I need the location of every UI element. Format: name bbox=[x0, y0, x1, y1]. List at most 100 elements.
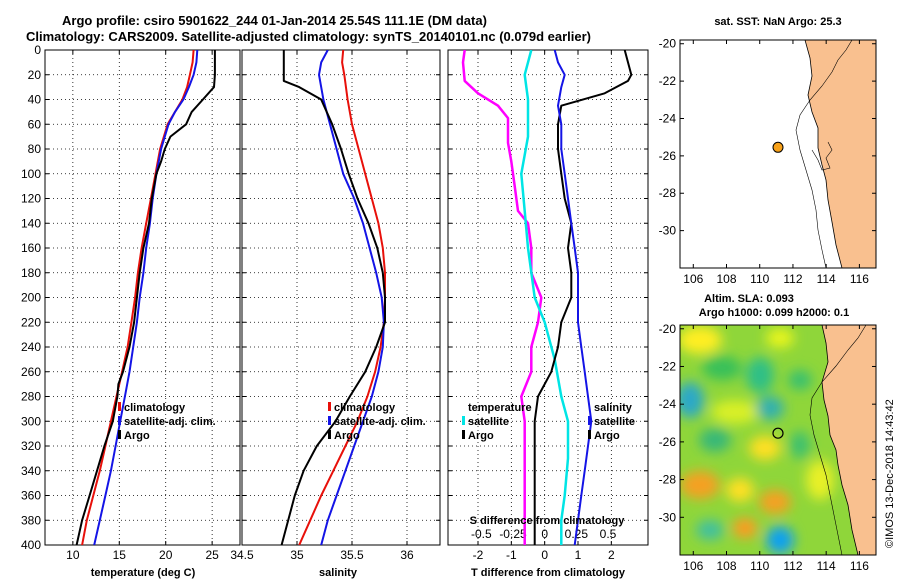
y-tick-label: 100 bbox=[21, 167, 41, 181]
x-tick-label: 35.5 bbox=[340, 548, 364, 562]
x-tick-label: 0 bbox=[541, 548, 548, 562]
x-tick-label: -2 bbox=[473, 548, 484, 562]
legend-salinity: salinity bbox=[594, 402, 633, 414]
y-tick-label: 300 bbox=[21, 414, 41, 428]
y-tick-label: 320 bbox=[21, 439, 41, 453]
map-x-tick-label: 110 bbox=[750, 559, 769, 573]
series-line-climatology bbox=[298, 50, 386, 545]
y-tick-label: 0 bbox=[34, 43, 41, 57]
map-y-tick-label: -30 bbox=[659, 510, 677, 524]
legend-climatology: climatology bbox=[334, 402, 396, 414]
title-line2: Climatology: CARS2009. Satellite-adjuste… bbox=[26, 29, 591, 44]
argo-float-marker bbox=[772, 141, 784, 153]
map-x-tick-label: 112 bbox=[783, 272, 802, 286]
map-x-tick-label: 110 bbox=[750, 272, 769, 286]
legend-satellite: satellite-adj. clim. bbox=[124, 416, 216, 428]
sst-map-box bbox=[679, 39, 877, 269]
y-tick-label: 200 bbox=[21, 291, 41, 305]
map-x-tick-label: 106 bbox=[683, 559, 703, 573]
salinity-xlabel: salinity bbox=[319, 567, 358, 579]
map-y-tick-label: -26 bbox=[659, 435, 677, 449]
sla-eddies bbox=[680, 326, 834, 554]
y-tick-label: 140 bbox=[21, 216, 41, 230]
x-tick-label: 35 bbox=[290, 548, 304, 562]
title-line1: Argo profile: csiro 5901622_244 01-Jan-2… bbox=[62, 13, 487, 28]
y-tick-label: 260 bbox=[21, 365, 41, 379]
map-x-tick-label: 114 bbox=[817, 559, 836, 573]
temperature-panel: 0 20 40 60 80 100 120 140 160 180 200 220 240 260 280 3… bbox=[21, 43, 241, 579]
y-tick-label: 220 bbox=[21, 315, 41, 329]
x2-tick-label: 0.5 bbox=[600, 527, 617, 541]
map-x-tick-label: 112 bbox=[783, 559, 802, 573]
difference-panel: -2 -1 0 1 2 -0.5 -0.25 0 0.25 0.5 T difference f… bbox=[447, 49, 649, 579]
x-tick-label: 34.5 bbox=[230, 548, 254, 562]
y-tick-label: 360 bbox=[21, 489, 41, 503]
map-y-tick-label: -22 bbox=[659, 359, 677, 373]
legend-swatch-climatology bbox=[118, 402, 121, 411]
sst-map: sat. SST: NaN Argo: 25.3 106 108 110 112 114… bbox=[659, 16, 877, 286]
y-tick-label: 160 bbox=[21, 241, 41, 255]
legend-swatch-argo bbox=[118, 430, 121, 439]
salinity-legend: climatology satellite-adj. clim. Argo bbox=[328, 402, 426, 442]
y-tick-label: 400 bbox=[21, 538, 41, 552]
x-tick-label: 36 bbox=[400, 548, 414, 562]
series-line-t-satellite bbox=[520, 50, 570, 545]
y-tick-label: 240 bbox=[21, 340, 41, 354]
sst-map-land bbox=[804, 40, 876, 268]
series-line-t-argo bbox=[553, 50, 593, 545]
y-tick-label: 340 bbox=[21, 464, 41, 478]
sst-map-title: sat. SST: NaN Argo: 25.3 bbox=[714, 16, 841, 28]
x-tick-label: 2 bbox=[608, 548, 615, 562]
map-y-tick-label: -26 bbox=[659, 149, 677, 163]
map-x-tick-label: 116 bbox=[850, 559, 869, 573]
map-x-tick-label: 114 bbox=[817, 272, 836, 286]
legend-swatch-t-satellite bbox=[462, 416, 465, 425]
x2-tick-label: 0 bbox=[541, 527, 548, 541]
sla-map-title1: Altim. SLA: 0.093 bbox=[704, 293, 794, 305]
difference-xlabel: T difference from climatology bbox=[471, 567, 626, 579]
y-tick-label: 40 bbox=[28, 93, 42, 107]
map-x-tick-label: 108 bbox=[716, 272, 736, 286]
x-tick-label: 1 bbox=[575, 548, 582, 562]
legend-s-satellite: satellite bbox=[594, 416, 635, 428]
y-tick-label: 180 bbox=[21, 266, 41, 280]
map-y-tick-label: -24 bbox=[659, 111, 677, 125]
sla-map-isobath bbox=[809, 325, 867, 555]
legend-swatch-climatology bbox=[328, 402, 331, 411]
y-tick-label: 20 bbox=[28, 68, 42, 82]
map-y-tick-label: -28 bbox=[659, 186, 677, 200]
legend-s-argo: Argo bbox=[594, 430, 620, 442]
map-y-tick-label: -20 bbox=[659, 322, 677, 336]
legend-argo: Argo bbox=[334, 430, 360, 442]
y-tick-label: 80 bbox=[28, 142, 42, 156]
sla-map-land bbox=[821, 325, 876, 555]
temperature-xlabel: temperature (deg C) bbox=[91, 567, 196, 579]
x-tick-label: 15 bbox=[113, 548, 127, 562]
x-tick-label: -1 bbox=[506, 548, 517, 562]
series-line-s-satellite bbox=[461, 50, 543, 545]
map-y-tick-label: -20 bbox=[659, 37, 677, 51]
legend-swatch-t-argo bbox=[462, 430, 465, 439]
map-x-tick-label: 116 bbox=[850, 272, 869, 286]
legend-argo: Argo bbox=[124, 430, 150, 442]
map-y-tick-label: -22 bbox=[659, 74, 677, 88]
map-y-tick-label: -24 bbox=[659, 397, 677, 411]
imos-watermark: ©IMOS 13-Dec-2018 14:43:42 bbox=[884, 399, 896, 548]
series-line-satellite-adj-clim- bbox=[93, 50, 199, 545]
legend-satellite: satellite-adj. clim. bbox=[334, 416, 426, 428]
temperature-legend: climatology satellite-adj. clim. Argo bbox=[118, 402, 216, 442]
legend-climatology: climatology bbox=[124, 402, 186, 414]
x-tick-label: 10 bbox=[66, 548, 80, 562]
map-x-tick-label: 108 bbox=[716, 559, 736, 573]
legend-swatch-satellite bbox=[328, 416, 331, 425]
series-line-s-argo bbox=[533, 50, 633, 545]
difference-legend: temperature satellite Argo salinity sate… bbox=[462, 402, 635, 442]
series-line-argo bbox=[280, 50, 386, 545]
map-x-tick-label: 106 bbox=[683, 272, 703, 286]
y-tick-label: 380 bbox=[21, 513, 41, 527]
x2-tick-label: -0.25 bbox=[499, 527, 527, 541]
legend-swatch-s-satellite bbox=[588, 416, 591, 425]
map-y-tick-label: -28 bbox=[659, 473, 677, 487]
sla-map: Altim. SLA: 0.093 Argo h1000: 0.099 h200… bbox=[659, 293, 877, 573]
